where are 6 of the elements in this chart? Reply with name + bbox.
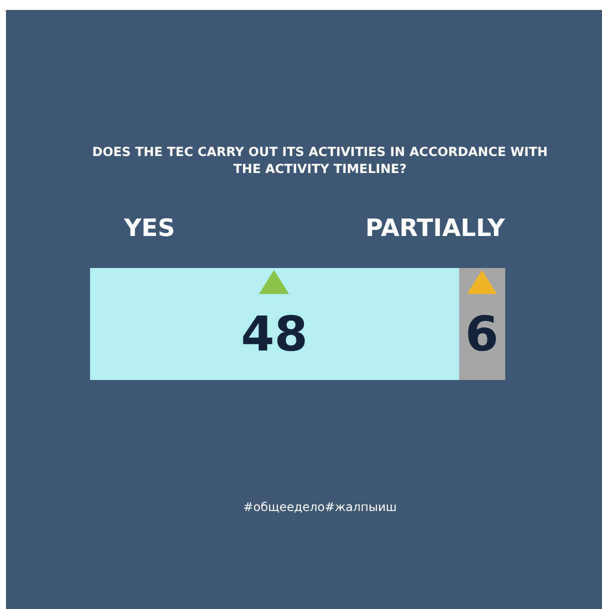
series-label: YES [123, 214, 176, 242]
data-label: 6 [465, 306, 499, 362]
text: #общеедело#жалпыиш [242, 500, 398, 514]
series-label: PARTIALLY [365, 214, 506, 242]
data-label: 48 [241, 306, 308, 362]
chart-title: DOES THE TEC CARRY OUT ITS ACTIVITIES IN ACCORDANCE WITH THE ACTIVITY TIMELINE? [91, 143, 549, 177]
